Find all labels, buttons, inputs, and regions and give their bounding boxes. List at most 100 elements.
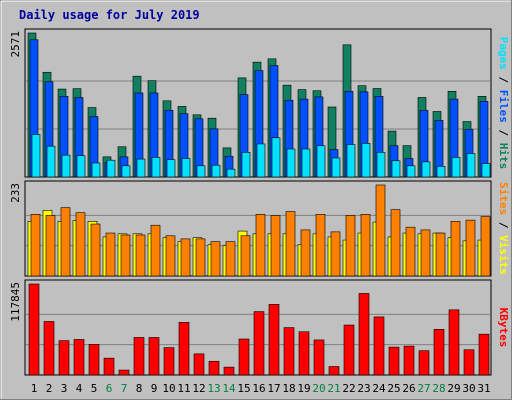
- bar-sites-13: [210, 241, 221, 277]
- day-label-22: 22: [342, 382, 355, 395]
- bar-pages-16: [256, 143, 266, 178]
- legend-part: Visits: [497, 235, 510, 275]
- day-label-19: 19: [297, 382, 310, 395]
- bar-kbytes-12: [193, 353, 205, 376]
- bar-sites-31: [480, 216, 491, 277]
- day-label-11: 11: [177, 382, 190, 395]
- bar-kbytes-20: [313, 339, 325, 376]
- bar-pages-11: [181, 158, 191, 178]
- bar-sites-15: [240, 235, 251, 277]
- bar-sites-24: [375, 184, 386, 277]
- bar-pages-30: [466, 153, 476, 178]
- bar-kbytes-3: [58, 340, 70, 376]
- day-label-28: 28: [432, 382, 445, 395]
- bar-kbytes-29: [448, 309, 460, 376]
- bar-sites-29: [450, 221, 461, 277]
- bar-kbytes-27: [418, 350, 430, 376]
- kbytes-legend: KBytes: [497, 308, 510, 348]
- bar-kbytes-1: [28, 283, 40, 376]
- bar-kbytes-31: [478, 333, 490, 376]
- visits-sites-legend: Sites / Visits: [497, 182, 510, 275]
- day-label-10: 10: [162, 382, 175, 395]
- day-label-4: 4: [76, 382, 83, 395]
- bar-sites-5: [90, 223, 101, 277]
- bar-sites-30: [465, 219, 476, 277]
- legend-part: KBytes: [497, 308, 510, 348]
- kbytes-panel: [24, 279, 492, 376]
- bar-pages-24: [376, 152, 386, 178]
- bar-kbytes-9: [148, 337, 160, 376]
- bar-pages-2: [46, 145, 56, 178]
- bar-kbytes-21: [328, 366, 340, 376]
- bar-pages-19: [301, 148, 311, 178]
- day-label-16: 16: [252, 382, 265, 395]
- visits-sites-panel: [24, 180, 492, 277]
- hits-files-pages-legend: Pages / Files / Hits: [497, 37, 510, 170]
- chart-title: Daily usage for July 2019: [19, 8, 200, 22]
- bar-sites-20: [315, 213, 326, 277]
- day-label-27: 27: [417, 382, 430, 395]
- bar-kbytes-23: [358, 293, 370, 376]
- bar-sites-9: [150, 224, 161, 277]
- legend-part: /: [497, 215, 510, 235]
- bar-sites-7: [120, 234, 131, 277]
- hits-max-label: 2571: [9, 31, 22, 58]
- day-label-9: 9: [151, 382, 158, 395]
- bar-sites-25: [390, 209, 401, 277]
- bar-sites-12: [195, 238, 206, 277]
- bar-pages-29: [451, 157, 461, 178]
- day-label-31: 31: [477, 382, 490, 395]
- bar-pages-18: [286, 148, 296, 178]
- bar-sites-14: [225, 241, 236, 277]
- bar-sites-17: [270, 215, 281, 277]
- bar-kbytes-25: [388, 346, 400, 376]
- hits-files-pages-panel: [24, 28, 492, 178]
- bar-pages-17: [271, 137, 281, 178]
- day-label-30: 30: [462, 382, 475, 395]
- bar-pages-9: [151, 157, 161, 178]
- bar-pages-7: [121, 165, 131, 178]
- bar-kbytes-2: [43, 321, 55, 376]
- bar-kbytes-14: [223, 366, 235, 376]
- bar-kbytes-10: [163, 347, 175, 376]
- day-label-20: 20: [312, 382, 325, 395]
- bar-kbytes-18: [283, 327, 295, 376]
- bar-sites-28: [435, 232, 446, 277]
- day-label-8: 8: [136, 382, 143, 395]
- bar-kbytes-16: [253, 311, 265, 376]
- day-label-14: 14: [222, 382, 236, 395]
- bar-pages-27: [421, 161, 431, 178]
- day-label-17: 17: [267, 382, 280, 395]
- day-label-3: 3: [61, 382, 68, 395]
- legend-part: Files: [497, 90, 510, 123]
- bar-pages-20: [316, 145, 326, 178]
- day-label-25: 25: [387, 382, 400, 395]
- bar-sites-2: [45, 215, 56, 277]
- day-label-21: 21: [327, 382, 340, 395]
- bar-sites-19: [300, 229, 311, 277]
- bar-kbytes-5: [88, 344, 100, 376]
- bar-sites-3: [60, 207, 71, 277]
- bar-kbytes-26: [403, 345, 415, 376]
- bar-kbytes-24: [373, 316, 385, 376]
- day-label-13: 13: [207, 382, 220, 395]
- bar-sites-4: [75, 212, 86, 277]
- bar-sites-18: [285, 211, 296, 277]
- legend-part: Hits: [497, 143, 510, 170]
- day-label-26: 26: [402, 382, 415, 395]
- legend-part: Pages: [497, 37, 510, 70]
- bar-pages-8: [136, 158, 146, 178]
- bar-kbytes-17: [268, 304, 280, 376]
- day-label-6: 6: [106, 382, 113, 395]
- bar-pages-14: [226, 168, 236, 178]
- legend-part: /: [497, 123, 510, 143]
- day-label-15: 15: [237, 382, 250, 395]
- bar-pages-10: [166, 159, 176, 178]
- bar-kbytes-13: [208, 360, 220, 376]
- bar-sites-10: [165, 235, 176, 277]
- bar-pages-22: [346, 144, 356, 178]
- bar-pages-12: [196, 165, 206, 178]
- bar-sites-22: [345, 215, 356, 277]
- day-label-2: 2: [46, 382, 53, 395]
- bar-kbytes-7: [118, 369, 130, 376]
